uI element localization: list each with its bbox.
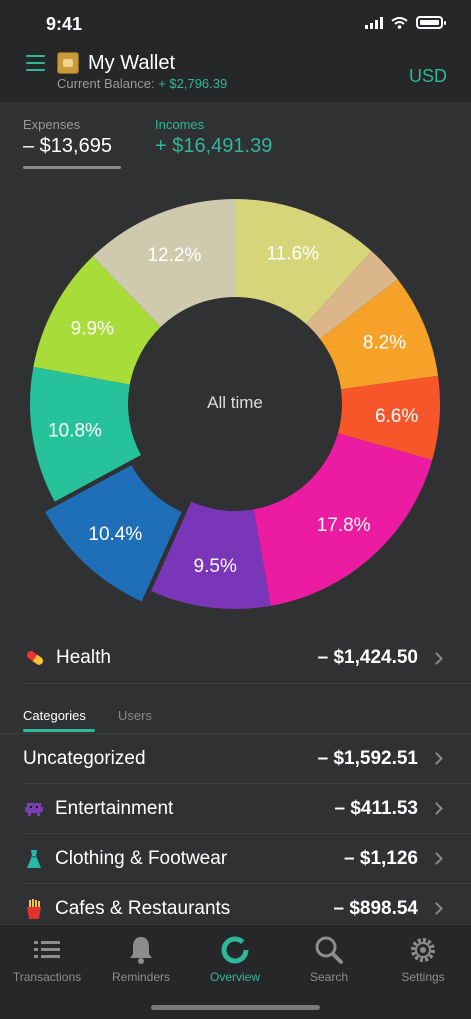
slice-label: 8.2% [363, 333, 406, 354]
alien-monster-icon [23, 798, 45, 820]
list-item[interactable]: Uncategorized – $1,592.51 [23, 734, 471, 784]
totals-section: Expenses – $13,695 Incomes + $16,491.39 [0, 102, 471, 182]
incomes-tab[interactable]: Incomes + $16,491.39 [155, 117, 272, 158]
donut-slice[interactable] [92, 199, 235, 327]
tab-overview[interactable]: Overview [188, 933, 282, 984]
list-item[interactable]: Entertainment – $411.53 [23, 784, 471, 834]
donut-slice[interactable] [151, 501, 271, 609]
tab-label: Overview [209, 970, 260, 984]
donut-slice[interactable] [235, 199, 372, 325]
donut-slice[interactable] [337, 375, 440, 460]
donut-chart-icon [221, 936, 249, 964]
expenses-label: Expenses [23, 117, 81, 132]
current-balance: Current Balance: + $2,796.39 [57, 76, 227, 91]
chart-center-label[interactable]: All time [207, 393, 263, 412]
signal-icon [365, 16, 383, 29]
status-time: 9:41 [46, 14, 83, 34]
category-amount: – $1,592.51 [317, 747, 418, 769]
category-amount: – $1,126 [344, 847, 418, 869]
chevron-right-icon [430, 902, 443, 915]
donut-svg: 11.6% 8.2% 6.6% 17.8% 9.5% 10.4% 10.8% 9.9% 12.2… [29, 199, 440, 609]
tab-label: Reminders [111, 970, 171, 984]
balance-label: Current Balance: [57, 76, 155, 91]
gear-icon [411, 938, 435, 962]
donut-slice[interactable] [45, 465, 182, 602]
search-icon [315, 936, 343, 964]
donut-slice[interactable] [29, 366, 141, 502]
category-label: Cafes & Restaurants [55, 897, 231, 919]
wallet-title[interactable]: My Wallet [88, 52, 176, 74]
chevron-right-icon [430, 802, 443, 815]
slice-label: 9.9% [71, 318, 114, 339]
list-item[interactable]: Cafes & Restaurants – $898.54 [23, 884, 471, 924]
tab-transactions[interactable]: Transactions [0, 933, 94, 984]
battery-icon [416, 16, 446, 29]
menu-icon[interactable] [26, 55, 45, 71]
currency-selector[interactable]: USD [408, 66, 447, 86]
donut-slice[interactable] [33, 256, 161, 385]
donut-slice[interactable] [319, 279, 439, 390]
selected-category-label: Health [56, 647, 111, 668]
selected-category-row[interactable]: Health – $1,424.50 [0, 633, 471, 683]
expenses-tab[interactable]: Expenses – $13,695 [23, 117, 121, 158]
tab-label: Settings [401, 970, 445, 984]
tab-users[interactable]: Users [118, 708, 152, 723]
donut-slice[interactable] [306, 251, 398, 339]
tab-label: Transactions [12, 970, 82, 984]
wallet-icon [57, 52, 79, 74]
selected-category-amount: – $1,424.50 [317, 647, 418, 668]
slice-label: 12.2% [147, 245, 201, 266]
tab-reminders[interactable]: Reminders [94, 933, 188, 984]
balance-value: + $2,796.39 [158, 76, 228, 91]
slice-label: 17.8% [317, 515, 371, 536]
list-tabs: Categories Users [0, 700, 471, 733]
bell-icon [130, 937, 152, 964]
chevron-right-icon [430, 752, 443, 765]
donut-slice[interactable] [253, 433, 433, 606]
expenses-value: – $13,695 [23, 135, 112, 157]
slice-label: 10.8% [48, 420, 102, 441]
active-tab-underline [23, 729, 95, 732]
list-item[interactable]: Clothing & Footwear – $1,126 [23, 834, 471, 884]
category-label: Uncategorized [23, 747, 146, 769]
pill-icon [24, 647, 46, 669]
slice-label: 10.4% [88, 524, 142, 545]
category-label: Clothing & Footwear [55, 847, 228, 869]
fries-icon [23, 898, 45, 920]
tab-categories[interactable]: Categories [23, 708, 86, 723]
slice-label: 11.6% [267, 244, 320, 265]
tab-label: Search [309, 970, 349, 984]
tab-search[interactable]: Search [282, 933, 376, 984]
status-icons [365, 16, 446, 29]
chevron-right-icon [430, 651, 443, 665]
list-icon [34, 941, 60, 958]
category-amount: – $411.53 [334, 797, 418, 819]
home-indicator [151, 1005, 320, 1010]
top-bar: 9:41 My Wallet Current Balance: + $2,796… [0, 0, 471, 102]
bottom-tab-bar: Transactions Reminders Overview Search S… [0, 924, 471, 1019]
divider [23, 683, 471, 684]
slice-label: 6.6% [375, 406, 418, 427]
divider [0, 733, 471, 734]
dress-icon [23, 848, 45, 870]
category-amount: – $898.54 [333, 897, 418, 919]
wifi-icon [391, 16, 408, 29]
expenses-underline [23, 166, 121, 169]
tab-settings[interactable]: Settings [376, 933, 470, 984]
incomes-label: Incomes [155, 117, 205, 132]
category-label: Entertainment [55, 797, 174, 819]
category-list: Uncategorized – $1,592.51 Entertainment … [0, 734, 471, 924]
incomes-value: + $16,491.39 [155, 135, 273, 157]
donut-chart: 11.6% 8.2% 6.6% 17.8% 9.5% 10.4% 10.8% 9.9% 12.2… [0, 182, 471, 622]
chevron-right-icon [430, 852, 443, 865]
slice-label: 9.5% [194, 556, 237, 577]
